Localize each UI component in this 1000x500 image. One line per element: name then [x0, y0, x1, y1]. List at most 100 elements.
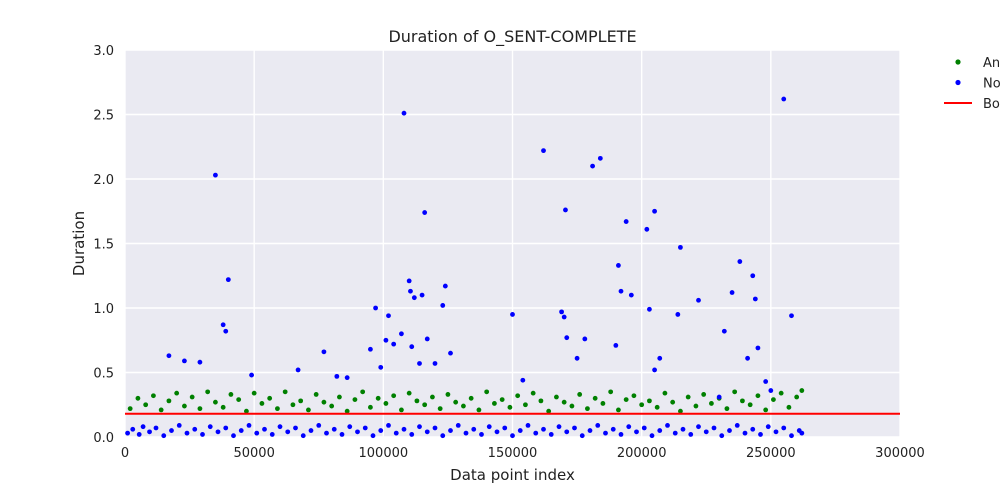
x-tick-label: 0 [121, 446, 129, 461]
data-point-an [685, 394, 691, 400]
data-point-an [445, 392, 451, 397]
data-point-no [781, 96, 787, 102]
y-tick-label: 1.5 [93, 238, 114, 253]
data-point-no [362, 425, 368, 431]
data-point-an [561, 399, 567, 405]
data-point-an [143, 402, 149, 408]
data-point-an [158, 407, 164, 413]
data-point-no [665, 422, 670, 428]
data-point-an [585, 406, 590, 412]
y-tick-label: 1.0 [93, 302, 114, 317]
data-point-no [729, 290, 735, 295]
data-point-an [399, 407, 404, 413]
data-point-no [773, 429, 779, 435]
data-point-no [561, 314, 567, 320]
data-point-an [778, 390, 784, 396]
data-point-no [223, 425, 229, 431]
data-point-an [600, 401, 606, 406]
data-point-no [647, 306, 652, 312]
data-point-no [703, 429, 709, 435]
data-point-no [463, 430, 469, 436]
data-point-no [406, 278, 412, 284]
data-point-no [130, 426, 136, 432]
x-tick-label: 200000 [617, 446, 667, 461]
data-point-no [368, 346, 373, 352]
data-point-an [577, 392, 583, 397]
data-point-no [579, 433, 585, 439]
data-point-an [530, 390, 536, 396]
data-point-no [587, 428, 593, 433]
data-point-no [411, 295, 417, 301]
data-point-no [176, 422, 182, 428]
data-point-no [316, 422, 322, 428]
data-point-no [533, 430, 539, 436]
data-point-no [734, 422, 740, 428]
legend-marker [955, 59, 961, 65]
data-point-no [595, 422, 601, 428]
data-point-an [709, 401, 714, 406]
data-point-an [468, 395, 474, 401]
data-point-an [484, 389, 490, 395]
data-point-no [652, 208, 657, 214]
y-tick-label: 0.5 [93, 367, 114, 382]
data-point-an [189, 394, 195, 400]
data-point-no [721, 328, 727, 334]
data-point-no [644, 226, 650, 232]
data-point-an [422, 402, 428, 408]
data-point-no [355, 429, 360, 435]
data-point-no [768, 388, 774, 393]
data-point-no [378, 428, 384, 433]
data-point-an [127, 406, 133, 412]
grid-lines [124, 49, 901, 438]
data-point-an [344, 408, 350, 414]
data-point-an [732, 389, 738, 395]
data-point-an [701, 392, 707, 397]
data-point-an [799, 388, 805, 393]
data-point-no [525, 422, 531, 428]
y-tick-label: 2.5 [93, 109, 114, 124]
data-point-an [329, 403, 335, 409]
data-point-an [492, 401, 497, 406]
data-point-no [520, 377, 526, 383]
data-point-no [401, 110, 407, 116]
data-point-an [546, 408, 552, 414]
x-tick-label: 300000 [875, 446, 925, 461]
data-point-no [440, 303, 446, 308]
data-point-an [259, 401, 265, 406]
data-point-no [246, 422, 252, 428]
data-point-an [306, 407, 311, 413]
data-point-no [618, 288, 624, 294]
data-point-no [393, 430, 399, 436]
data-point-an [654, 404, 660, 410]
data-point-no [479, 432, 484, 437]
data-point-no [399, 331, 404, 337]
data-point-an [437, 406, 443, 412]
data-point-no [386, 313, 391, 319]
data-point-no [696, 424, 701, 430]
data-point-an [298, 398, 304, 404]
y-tick-label: 3.0 [93, 44, 114, 59]
data-point-no [432, 425, 438, 431]
x-tick-label: 250000 [746, 446, 796, 461]
data-point-an [476, 407, 482, 413]
data-point-no [582, 336, 588, 342]
data-point-no [220, 322, 226, 328]
data-point-an [282, 389, 288, 395]
data-point-no [755, 345, 761, 351]
data-point-an [267, 395, 273, 401]
data-point-no [200, 432, 205, 437]
data-point-no [455, 422, 461, 428]
data-point-no [564, 335, 570, 341]
data-point-no [153, 425, 159, 431]
data-point-no [590, 163, 595, 169]
data-point-no [182, 358, 187, 364]
data-point-no [610, 426, 616, 432]
data-point-no [623, 219, 629, 224]
data-point-no [696, 297, 701, 303]
data-point-an [406, 390, 412, 396]
data-point-no [618, 432, 624, 437]
data-point-no [207, 424, 213, 430]
x-tick-label: 150000 [488, 446, 538, 461]
data-point-no [789, 433, 794, 439]
data-point-no [184, 430, 190, 436]
